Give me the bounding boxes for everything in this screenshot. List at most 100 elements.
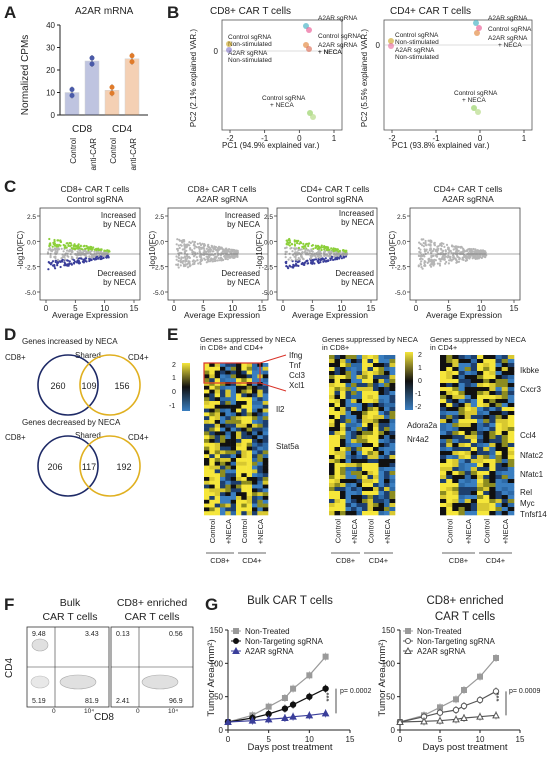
e-heatmap-cell <box>345 475 352 480</box>
c-gene-point <box>217 253 220 256</box>
c-ytick-label: 2.5 <box>264 214 273 221</box>
e-heatmap-cell <box>378 399 385 404</box>
e-gene1-5: Stat5a <box>276 442 300 451</box>
e-heatmap-cell <box>483 491 490 496</box>
e-s1-3: -1 <box>169 403 175 410</box>
e-heatmap-cell <box>334 375 341 380</box>
c-gene-point <box>85 244 88 248</box>
c-gene-point <box>80 257 83 260</box>
c-gene-point <box>55 243 59 246</box>
e-heatmap-cell <box>507 387 515 392</box>
e-heatmap-cell <box>236 408 242 413</box>
c-gene-point <box>322 260 325 263</box>
e-heatmap-cell <box>351 411 357 416</box>
e-heatmap-cell <box>241 477 247 482</box>
e-heatmap-cell <box>329 439 335 444</box>
e-heatmap-cell <box>373 371 379 376</box>
c-gene-point <box>49 254 52 258</box>
e-heatmap-cell <box>373 507 379 512</box>
e-heatmap-cell <box>378 411 385 416</box>
e-heatmap-cell <box>373 447 379 452</box>
c-gene-point <box>199 262 202 266</box>
e-heatmap-cell <box>362 447 368 452</box>
e-heatmap-cell <box>440 455 447 460</box>
c-gene-point <box>179 243 182 247</box>
e-heatmap-cell <box>236 458 242 463</box>
e-heatmap-cell <box>362 511 368 516</box>
e-heatmap-cell <box>446 499 453 504</box>
e-heatmap-cell <box>204 401 210 406</box>
e-heatmap-cell <box>440 375 447 380</box>
e-heatmap-cell <box>373 415 379 420</box>
e-heatmap-cell <box>340 411 346 416</box>
c-gene-point <box>301 251 304 254</box>
e-heatmap-cell <box>225 397 231 402</box>
e-gene3-4: Nfatc1 <box>520 470 544 479</box>
c-gene-point <box>59 265 62 269</box>
g-legend-label: Non-Treated <box>417 627 462 636</box>
e-heatmap-cell <box>458 395 465 400</box>
e-heatmap-cell <box>378 495 385 500</box>
c-ytick-label: -5.0 <box>25 290 37 297</box>
e-heatmap-cell <box>209 363 215 368</box>
e-heatmap-cell <box>483 463 490 468</box>
e-heatmap-cell <box>351 455 357 460</box>
e-heatmap-cell <box>495 451 502 456</box>
e-heatmap-cell <box>384 511 390 516</box>
e-heatmap-cell <box>452 375 459 380</box>
e-heatmap-cell <box>477 411 484 416</box>
b1-lab-9: Control sgRNA <box>262 95 306 102</box>
e-heatmap-cell <box>252 401 258 406</box>
e-heatmap-cell <box>464 467 472 472</box>
c-gene-point <box>477 257 480 260</box>
c-gene-point <box>67 244 70 247</box>
e-heatmap-cell <box>452 355 459 360</box>
e-heatmap-cell <box>495 483 502 488</box>
panel-b-frame-cd8 <box>221 19 343 131</box>
e-heatmap-cell <box>246 401 253 406</box>
e-heatmap-cell <box>458 403 465 408</box>
c-gene-point <box>84 247 87 250</box>
e-heatmap-cell <box>209 484 215 489</box>
panel-label-d: D <box>4 325 16 344</box>
e-heatmap-cell <box>362 451 368 456</box>
c-gene-point <box>298 260 301 263</box>
e-heatmap-cell <box>204 389 210 394</box>
e-heatmap-cell <box>340 467 346 472</box>
e-heatmap-cell <box>384 471 390 476</box>
e-heatmap-cell <box>262 454 269 459</box>
e-heatmap-cell <box>440 419 447 424</box>
e-heatmap-cell <box>230 499 237 504</box>
c-gene-point <box>107 250 110 253</box>
f-pop1-cd4 <box>31 638 49 652</box>
e-heatmap-cell <box>257 480 263 485</box>
c-ytick-label: -2.5 <box>395 265 407 272</box>
e-heatmap-cell <box>220 431 226 436</box>
e-heatmap-cell <box>225 363 231 368</box>
e-heatmap-cell <box>356 367 363 372</box>
e-heatmap-cell <box>483 443 490 448</box>
e-heatmap-cell <box>362 439 368 444</box>
e-heatmap-cell <box>440 495 447 500</box>
c-gene-point <box>438 264 442 267</box>
c-gene-point <box>439 242 442 245</box>
c-gene-point <box>330 247 333 250</box>
e-heatmap-cell <box>220 416 226 421</box>
e-heatmap-cell <box>470 483 478 488</box>
c-gene-point <box>194 251 197 254</box>
e-heatmap-cell <box>477 483 484 488</box>
e-heatmap-cell <box>345 395 352 400</box>
e-heatmap-cell <box>458 435 465 440</box>
c-gene-point <box>457 245 460 248</box>
e-heatmap-cell <box>483 407 490 412</box>
e-heatmap-cell <box>507 371 515 376</box>
e-heatmap-cell <box>262 503 269 508</box>
e-heatmap-cell <box>351 403 357 408</box>
e-gene2-1: Nr4a2 <box>407 435 429 444</box>
e-heatmap-cell <box>345 483 352 488</box>
e-heatmap-cell <box>209 461 215 466</box>
e-heatmap-cell <box>458 359 465 364</box>
e-heatmap-cell <box>262 423 269 428</box>
b1-lab-2: Non-stimulated <box>228 41 272 48</box>
f-t1a: Bulk <box>60 597 81 609</box>
